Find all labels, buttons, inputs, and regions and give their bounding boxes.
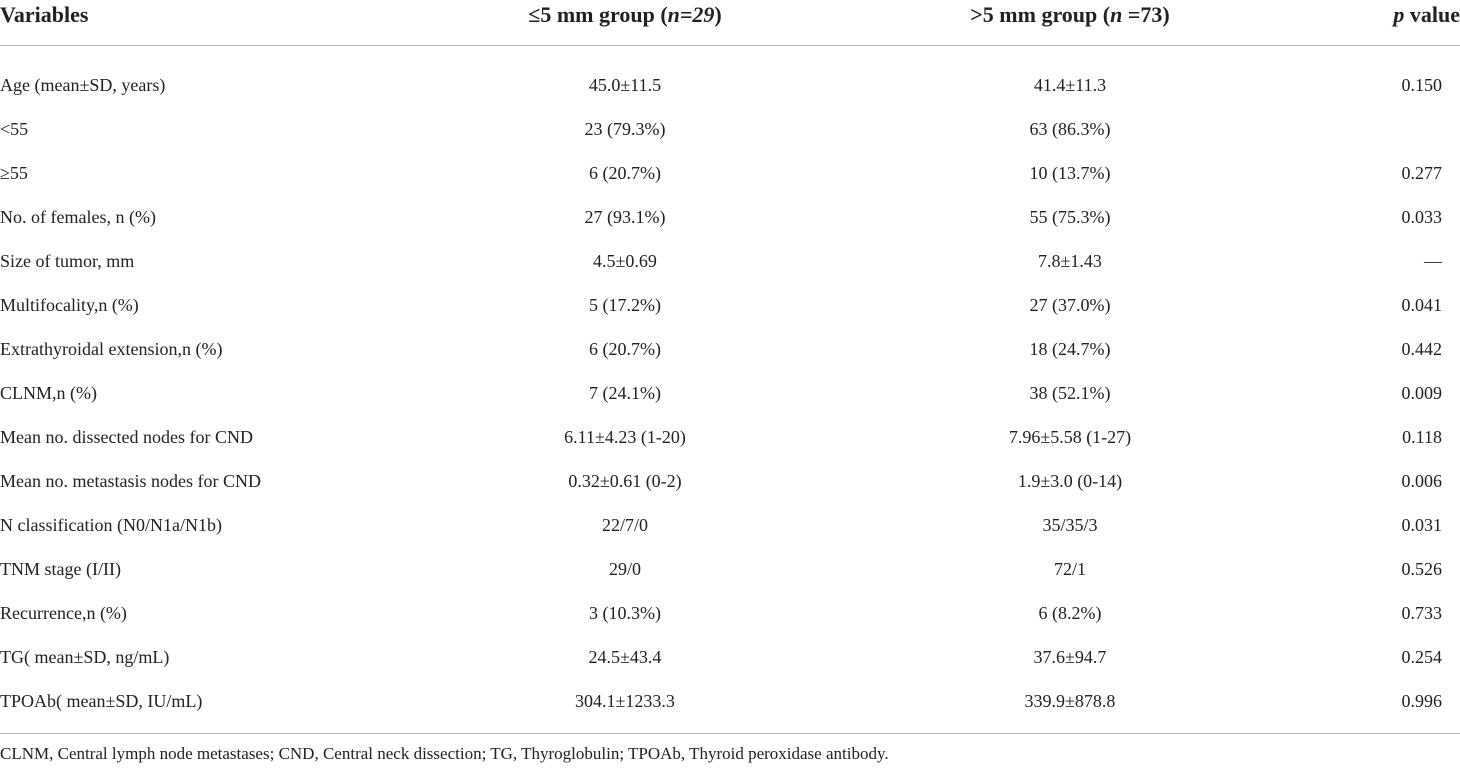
table-row: Age (mean±SD, years) 45.0±11.5 41.4±11.3 0.…	[0, 63, 1460, 107]
table-row: TG( mean±SD, ng/mL) 24.5±43.4 37.6±94.7 0.2…	[0, 635, 1460, 679]
cell-p-value: 0.031	[1401, 515, 1443, 535]
cell-group-large: 72/1	[1053, 559, 1086, 579]
header-group-large: >5 mm group (n =73)	[950, 2, 1190, 28]
cell-variable: Mean no. dissected nodes for CND	[0, 427, 253, 447]
table-row: Multifocality,n (%) 5 (17.2%) 27 (37.0%) 0.…	[0, 283, 1460, 327]
table-row: Recurrence,n (%) 3 (10.3%) 6 (8.2%) 0.733	[0, 591, 1460, 635]
cell-group-large: 27 (37.0%)	[1029, 295, 1111, 315]
cell-variable: <55	[0, 119, 29, 139]
cell-group-small: 7 (24.1%)	[589, 383, 661, 403]
header-p-italic: p	[1393, 2, 1405, 27]
cell-group-large: 18 (24.7%)	[1029, 339, 1111, 359]
cell-variable: Multifocality,n (%)	[0, 295, 139, 315]
cell-group-large: 339.9±878.8	[1024, 691, 1116, 711]
cell-p-value: 0.277	[1401, 163, 1443, 183]
cell-p-value: 0.006	[1401, 471, 1443, 491]
header-variables: Variables	[0, 2, 89, 27]
table-row: TPOAb( mean±SD, IU/mL) 304.1±1233.3 339.9±…	[0, 679, 1460, 723]
cell-p-value: 0.996	[1401, 691, 1443, 711]
table-row: Extrathyroidal extension,n (%) 6 (20.7%) 1…	[0, 327, 1460, 371]
cell-group-large: 7.96±5.58 (1-27)	[1008, 427, 1132, 447]
cell-p-value: 0.442	[1401, 339, 1443, 359]
cell-group-small: 27 (93.1%)	[584, 207, 666, 227]
cell-group-large: 10 (13.7%)	[1029, 163, 1111, 183]
cell-variable: TPOAb( mean±SD, IU/mL)	[0, 691, 203, 711]
cell-group-small: 45.0±11.5	[588, 75, 662, 95]
table-row: TNM stage (I/II) 29/0 72/1 0.526	[0, 547, 1460, 591]
table-row: CLNM,n (%) 7 (24.1%) 38 (52.1%) 0.009	[0, 371, 1460, 415]
cell-group-large: 38 (52.1%)	[1029, 383, 1111, 403]
cell-group-large: 7.8±1.43	[1038, 251, 1102, 271]
cell-group-large: 55 (75.3%)	[1029, 207, 1111, 227]
cell-variable: No. of females, n (%)	[0, 207, 156, 227]
cell-variable: Size of tumor, mm	[0, 251, 135, 271]
table-row: Mean no. metastasis nodes for CND 0.32±0.…	[0, 459, 1460, 503]
cell-variable: N classification (N0/N1a/N1b)	[0, 515, 222, 535]
cell-variable: Recurrence,n (%)	[0, 603, 127, 623]
header-group-small-n: n=29	[667, 2, 715, 27]
cell-group-small: 24.5±43.4	[588, 647, 662, 667]
cell-group-small: 4.5±0.69	[593, 251, 657, 271]
header-group-large-suffix: =73)	[1122, 2, 1170, 27]
cell-group-small: 29/0	[608, 559, 641, 579]
cell-group-small: 6 (20.7%)	[589, 163, 661, 183]
cell-group-small: 3 (10.3%)	[589, 603, 661, 623]
cell-group-large: 1.9±3.0 (0-14)	[1017, 471, 1123, 491]
cell-variable: TG( mean±SD, ng/mL)	[0, 647, 170, 667]
table-row: N classification (N0/N1a/N1b) 22/7/0 35/35…	[0, 503, 1460, 547]
table-header: Variables ≤5 mm group (n=29) >5 mm group…	[0, 0, 1460, 46]
header-p-value: p value	[1360, 2, 1460, 28]
cell-variable: Age (mean±SD, years)	[0, 75, 166, 95]
cell-group-small: 5 (17.2%)	[589, 295, 661, 315]
table-row: ≥55 6 (20.7%) 10 (13.7%) 0.277	[0, 151, 1460, 195]
header-group-large-n: n	[1110, 2, 1123, 27]
cell-variable: TNM stage (I/II)	[0, 559, 121, 579]
cell-p-value: 0.033	[1401, 207, 1443, 227]
header-group-large-prefix: >5 mm group (	[970, 2, 1111, 27]
cell-group-small: 6.11±4.23 (1-20)	[564, 427, 686, 447]
cell-group-small: 304.1±1233.3	[575, 691, 675, 711]
cell-group-large: 41.4±11.3	[1033, 75, 1107, 95]
bottom-divider	[0, 733, 1460, 734]
header-p-rest: value	[1404, 2, 1460, 27]
table-row: No. of females, n (%) 27 (93.1%) 55 (75.3%…	[0, 195, 1460, 239]
table-row: Mean no. dissected nodes for CND 6.11±4.2…	[0, 415, 1460, 459]
header-group-small-prefix: ≤5 mm group (	[528, 2, 668, 27]
cell-group-large: 63 (86.3%)	[1029, 119, 1111, 139]
cell-group-small: 6 (20.7%)	[589, 339, 661, 359]
cell-group-small: 0.32±0.61 (0-2)	[568, 471, 682, 491]
cell-variable: Extrathyroidal extension,n (%)	[0, 339, 223, 359]
cell-group-large: 35/35/3	[1042, 515, 1098, 535]
header-group-small: ≤5 mm group (n=29)	[505, 2, 745, 28]
cell-group-small: 23 (79.3%)	[584, 119, 666, 139]
cell-p-value: 0.526	[1401, 559, 1443, 579]
cell-group-small: 22/7/0	[601, 515, 648, 535]
cell-p-value: 0.009	[1401, 383, 1443, 403]
cell-group-large: 6 (8.2%)	[1038, 603, 1102, 623]
cell-variable: ≥55	[0, 163, 28, 183]
cell-group-large: 37.6±94.7	[1033, 647, 1107, 667]
table-row: Size of tumor, mm 4.5±0.69 7.8±1.43 —	[0, 239, 1460, 283]
table-footnote: CLNM, Central lymph node metastases; CND…	[0, 744, 889, 763]
cell-p-value: 0.733	[1401, 603, 1443, 623]
header-group-small-suffix: )	[714, 2, 722, 27]
cell-variable: Mean no. metastasis nodes for CND	[0, 471, 261, 491]
cell-variable: CLNM,n (%)	[0, 383, 97, 403]
table-row: <55 23 (79.3%) 63 (86.3%)	[0, 107, 1460, 151]
cell-p-value: 0.254	[1401, 647, 1443, 667]
cell-p-value: 0.041	[1401, 295, 1443, 315]
cell-p-value: —	[1424, 251, 1442, 271]
cell-p-value: 0.118	[1402, 427, 1442, 447]
header-divider	[0, 45, 1460, 46]
cell-p-value: 0.150	[1401, 75, 1443, 95]
